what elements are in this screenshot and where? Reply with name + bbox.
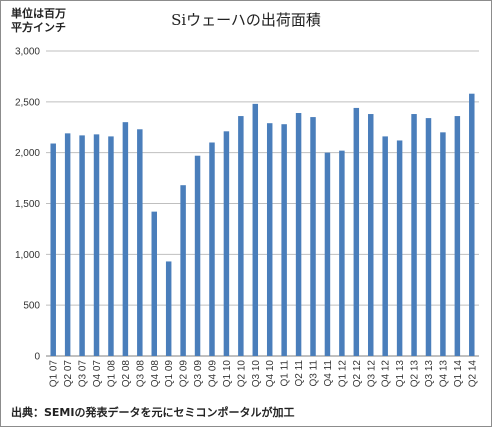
x-tick-label: Q4 09 [207, 360, 218, 388]
x-tick-label: Q4 11 [323, 360, 334, 387]
y-unit-label: 単位は百万 平方インチ [11, 7, 66, 35]
bar [440, 132, 446, 356]
bar [396, 140, 403, 356]
bar [295, 113, 302, 357]
chart-title: Siウェーハの出荷面積 [171, 11, 321, 29]
bar [180, 185, 186, 356]
x-tick-label: Q1 07 [49, 360, 60, 388]
bar [324, 152, 331, 356]
x-tick-label: Q2 10 [236, 360, 247, 388]
x-tick-label: Q3 10 [251, 360, 262, 388]
bar [454, 116, 461, 356]
x-tick-label: Q1 10 [222, 360, 233, 388]
bar [223, 131, 230, 356]
bar [281, 124, 287, 356]
source-note: 出典：SEMIの発表データを元にセミコンポータルが加工 [11, 406, 295, 419]
y-unit-label-line-2: 平方インチ [11, 21, 66, 34]
bar [266, 123, 273, 356]
bar [194, 155, 201, 356]
bar [137, 129, 143, 356]
x-tick-label: Q4 07 [92, 360, 103, 388]
bar [252, 103, 259, 356]
y-tick-label: 3,000 [15, 47, 40, 58]
bar [93, 134, 100, 356]
x-tick-label: Q2 07 [63, 360, 74, 388]
bar [50, 143, 56, 356]
x-tick-label: Q3 12 [366, 360, 377, 388]
x-tick-label: Q3 07 [78, 360, 89, 388]
x-tick-label: Q1 09 [164, 360, 175, 388]
y-tick-label: 2,000 [15, 148, 40, 159]
bar [339, 150, 345, 356]
x-tick-label: Q3 11 [309, 360, 320, 387]
bar [108, 136, 114, 356]
bar [151, 211, 157, 356]
x-tick-label: Q1 12 [337, 360, 348, 388]
x-tick-label: Q4 13 [438, 360, 449, 388]
bar [469, 93, 475, 356]
y-unit-label-line-1: 単位は百万 [11, 7, 66, 20]
bar [64, 133, 71, 356]
x-tick-label: Q1 14 [453, 360, 464, 388]
bar [79, 135, 85, 356]
bar [353, 107, 360, 356]
x-tick-label: Q2 09 [179, 360, 190, 388]
bar [382, 136, 388, 356]
x-tick-label: Q1 11 [280, 360, 291, 387]
x-tick-label: Q3 08 [135, 360, 146, 388]
bar [209, 142, 215, 356]
bar [368, 114, 374, 357]
bar [411, 114, 417, 357]
x-tick-label: Q2 13 [410, 360, 421, 388]
bar [425, 118, 432, 356]
x-tick-label: Q1 08 [106, 360, 117, 388]
y-tick-label: 0 [34, 352, 40, 363]
bar [165, 261, 172, 356]
x-tick-label: Q2 12 [352, 360, 363, 388]
x-tick-label: Q3 13 [424, 360, 435, 388]
y-tick-label: 2,500 [15, 97, 40, 108]
x-tick-label: Q4 10 [265, 360, 276, 388]
bar [122, 122, 129, 357]
y-tick-label: 500 [23, 301, 40, 312]
x-tick-label: Q3 09 [193, 360, 204, 388]
x-tick-label: Q2 08 [121, 360, 132, 388]
x-tick-label: Q1 13 [395, 360, 406, 388]
bar [310, 117, 316, 356]
y-tick-label: 1,000 [15, 250, 40, 261]
y-tick-label: 1,500 [15, 199, 40, 210]
bar [238, 116, 244, 356]
x-tick-label: Q4 08 [150, 360, 161, 388]
x-tick-label: Q4 12 [381, 360, 392, 388]
x-tick-label: Q2 11 [294, 360, 305, 387]
x-tick-label: Q2 14 [467, 360, 478, 388]
